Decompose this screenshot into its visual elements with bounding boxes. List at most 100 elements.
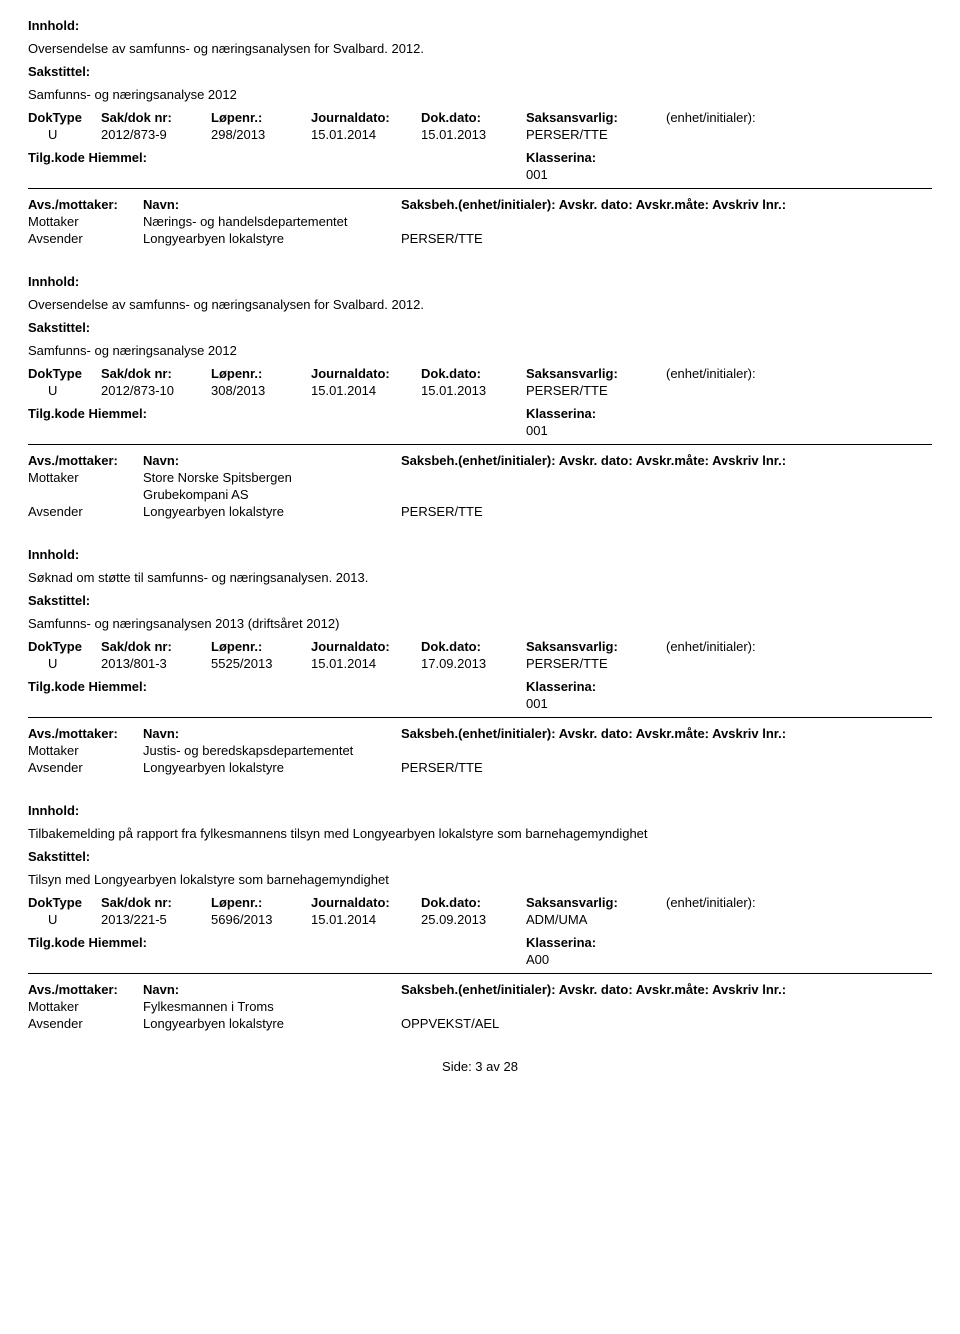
hiemmel-row: Tilg.kode Hiemmel:Klasserina: [28,935,932,950]
klassering-data: 001 [28,696,932,711]
sakstittel-label: Sakstittel: [28,320,932,335]
klassering-value: 001 [526,696,932,711]
val-enhet [666,656,932,671]
val-sakdok: 2012/873-10 [101,383,211,398]
val-saksansvarlig: PERSER/TTE [526,127,666,142]
val-dokdato: 25.09.2013 [421,912,526,927]
klassering-data: 001 [28,423,932,438]
val-enhet [666,383,932,398]
hdr-saksbeh-group: Saksbeh.(enhet/initialer): Avskr. dato: … [401,453,932,468]
hdr-lopenr: Løpenr.: [211,895,311,910]
klassering-value: 001 [526,167,932,182]
party-row: MottakerStore Norske Spitsbergen [28,470,932,485]
val-dokdato: 17.09.2013 [421,656,526,671]
party-row: MottakerFylkesmannen i Troms [28,999,932,1014]
innhold-label: Innhold: [28,803,932,818]
hdr-navn: Navn: [143,726,401,741]
val-dokdato: 15.01.2013 [421,127,526,142]
hdr-journaldato: Journaldato: [311,639,421,654]
val-journaldato: 15.01.2014 [311,656,421,671]
hdr-journaldato: Journaldato: [311,366,421,381]
party-role: Avsender [28,504,143,519]
journal-record: Innhold:Oversendelse av samfunns- og nær… [28,18,932,246]
party-role: Mottaker [28,743,143,758]
hdr-doktype: DokType [28,895,101,910]
party-role: Avsender [28,231,143,246]
klassering-data: A00 [28,952,932,967]
party-name-cont: Grubekompani AS [143,487,401,502]
sakstittel-text: Samfunns- og næringsanalyse 2012 [28,343,932,358]
columns-data: U2013/801-35525/201315.01.201417.09.2013… [28,656,932,671]
val-saksansvarlig: PERSER/TTE [526,656,666,671]
hjemmel-label: Hiemmel: [88,935,147,950]
hdr-saksbeh-group: Saksbeh.(enhet/initialer): Avskr. dato: … [401,726,932,741]
party-saksbeh: PERSER/TTE [401,231,526,246]
val-doktype: U [28,383,101,398]
hdr-lopenr: Løpenr.: [211,366,311,381]
party-header: Avs./mottaker:Navn:Saksbeh.(enhet/initia… [28,982,932,997]
columns-data: U2012/873-9298/201315.01.201415.01.2013P… [28,127,932,142]
page-footer: Side: 3 av 28 [28,1059,932,1074]
party-row-cont: Grubekompani AS [28,487,932,502]
klassering-value: 001 [526,423,932,438]
val-saksansvarlig: ADM/UMA [526,912,666,927]
party-role: Avsender [28,1016,143,1031]
divider [28,444,932,445]
sakstittel-label: Sakstittel: [28,849,932,864]
klassering-data: 001 [28,167,932,182]
hdr-enhet: (enhet/initialer): [666,366,932,381]
party-name: Justis- og beredskapsdepartementet [143,743,401,758]
hdr-doktype: DokType [28,639,101,654]
hiemmel-left: Tilg.kode Hiemmel: [28,679,526,694]
klassering-label: Klasserina: [526,150,932,165]
party-name: Longyearbyen lokalstyre [143,1016,401,1031]
sakstittel-text: Samfunns- og næringsanalyse 2012 [28,87,932,102]
party-name: Longyearbyen lokalstyre [143,231,401,246]
party-saksbeh: OPPVEKST/AEL [401,1016,526,1031]
hdr-saksansvarlig: Saksansvarlig: [526,639,666,654]
val-enhet [666,127,932,142]
party-role: Mottaker [28,214,143,229]
party-row: MottakerJustis- og beredskapsdepartement… [28,743,932,758]
innhold-label: Innhold: [28,547,932,562]
party-name: Nærings- og handelsdepartementet [143,214,401,229]
hdr-sakdok: Sak/dok nr: [101,639,211,654]
party-row: AvsenderLongyearbyen lokalstyrePERSER/TT… [28,760,932,775]
hiemmel-left: Tilg.kode Hiemmel: [28,935,526,950]
hdr-enhet: (enhet/initialer): [666,110,932,125]
party-name: Store Norske Spitsbergen [143,470,401,485]
tilgkode-label: Tilg.kode [28,679,88,694]
columns-header: DokTypeSak/dok nr:Løpenr.:Journaldato:Do… [28,895,932,910]
hdr-lopenr: Løpenr.: [211,639,311,654]
hdr-dokdato: Dok.dato: [421,366,526,381]
hdr-navn: Navn: [143,197,401,212]
party-row: AvsenderLongyearbyen lokalstyrePERSER/TT… [28,504,932,519]
party-name: Fylkesmannen i Troms [143,999,401,1014]
party-saksbeh [401,214,526,229]
hdr-saksansvarlig: Saksansvarlig: [526,895,666,910]
val-saksansvarlig: PERSER/TTE [526,383,666,398]
val-doktype: U [28,912,101,927]
val-journaldato: 15.01.2014 [311,912,421,927]
party-header: Avs./mottaker:Navn:Saksbeh.(enhet/initia… [28,726,932,741]
val-lopenr: 308/2013 [211,383,311,398]
val-sakdok: 2012/873-9 [101,127,211,142]
journal-record: Innhold:Oversendelse av samfunns- og nær… [28,274,932,519]
hdr-dokdato: Dok.dato: [421,895,526,910]
klassering-label: Klasserina: [526,935,932,950]
party-role: Avsender [28,760,143,775]
hdr-doktype: DokType [28,110,101,125]
party-name: Longyearbyen lokalstyre [143,504,401,519]
divider [28,717,932,718]
journal-record: Innhold:Tilbakemelding på rapport fra fy… [28,803,932,1031]
hjemmel-label: Hiemmel: [88,150,147,165]
party-saksbeh: PERSER/TTE [401,760,526,775]
hdr-avsmottaker: Avs./mottaker: [28,982,143,997]
hiemmel-row: Tilg.kode Hiemmel:Klasserina: [28,150,932,165]
hjemmel-label: Hiemmel: [88,406,147,421]
hjemmel-label: Hiemmel: [88,679,147,694]
hdr-navn: Navn: [143,453,401,468]
hdr-navn: Navn: [143,982,401,997]
hdr-saksansvarlig: Saksansvarlig: [526,366,666,381]
party-saksbeh [401,743,526,758]
